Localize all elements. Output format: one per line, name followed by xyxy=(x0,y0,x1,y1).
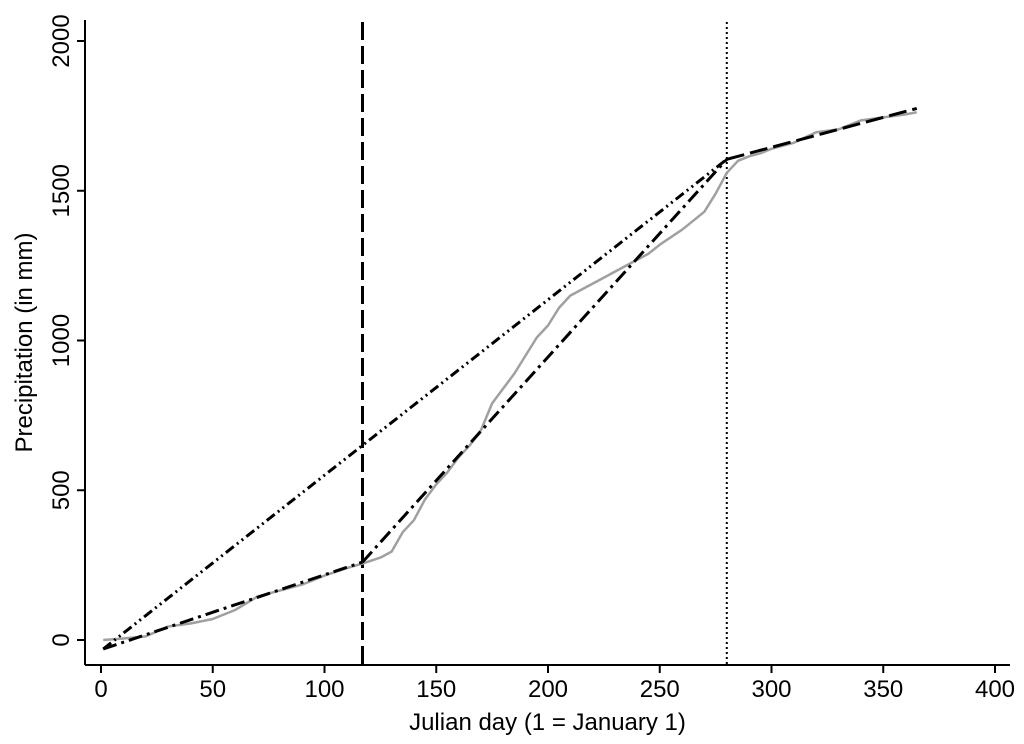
x-tick-label: 250 xyxy=(640,676,680,703)
series-line-1 xyxy=(103,111,918,642)
y-tick-label: 1000 xyxy=(48,314,75,367)
x-tick-label: 350 xyxy=(863,676,903,703)
series-line-2 xyxy=(102,560,363,651)
x-tick-label: 200 xyxy=(528,676,568,703)
series-line-4 xyxy=(102,158,728,651)
x-tick-label: 100 xyxy=(304,676,344,703)
x-tick-label: 150 xyxy=(416,676,456,703)
series-line-3 xyxy=(361,158,728,564)
x-axis-title: Julian day (1 = January 1) xyxy=(409,709,686,736)
x-tick-label: 0 xyxy=(94,676,107,703)
x-ticks: 0 50 100 150 200 250 300 350 400 xyxy=(94,665,1015,703)
x-tick-label: 300 xyxy=(751,676,791,703)
x-tick-label: 400 xyxy=(975,676,1015,703)
plot-marks xyxy=(102,22,918,664)
y-tick-label: 0 xyxy=(48,633,75,646)
series-line-5 xyxy=(726,106,918,161)
y-tick-label: 500 xyxy=(48,470,75,510)
y-tick-label: 1500 xyxy=(48,164,75,217)
y-tick-label: 2000 xyxy=(48,14,75,67)
y-ticks: 0 500 1000 1500 2000 xyxy=(48,14,85,647)
y-axis-title: Precipitation (in mm) xyxy=(11,232,38,452)
x-tick-label: 50 xyxy=(199,676,226,703)
